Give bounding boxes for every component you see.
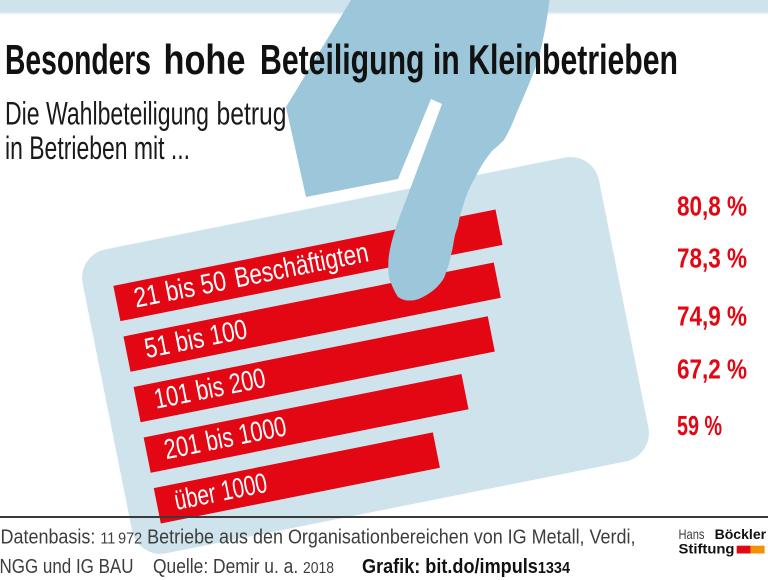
svg-text:Quelle: Demir u. a. 2018: Quelle: Demir u. a. 2018: [153, 556, 334, 578]
svg-text:NGG und IG BAU: NGG und IG BAU: [0, 556, 134, 578]
svg-text:78,3 %: 78,3 %: [677, 243, 747, 274]
svg-text:Datenbasis: 11 972 Betriebe au: Datenbasis: 11 972 Betriebe aus den Orga…: [1, 527, 636, 549]
svg-text:Die Wahlbeteiligung: Die Wahlbeteiligung: [5, 95, 209, 131]
svg-text:betrug: betrug: [217, 95, 287, 131]
svg-text:Stiftung: Stiftung: [679, 540, 735, 556]
svg-text:Hans: Hans: [679, 526, 705, 542]
svg-text:Besonders: Besonders: [5, 36, 151, 83]
svg-text:in Betrieben mit ...: in Betrieben mit ...: [5, 130, 190, 166]
svg-text:Beteiligung in Kleinbetrieben: Beteiligung in Kleinbetrieben: [260, 36, 678, 83]
svg-text:Böckler: Böckler: [715, 526, 767, 542]
svg-text:67,2 %: 67,2 %: [677, 354, 747, 385]
svg-text:80,8 %: 80,8 %: [677, 191, 747, 222]
svg-text:74,9 %: 74,9 %: [677, 301, 747, 332]
svg-text:hohe: hohe: [164, 36, 246, 83]
svg-text:Grafik: bit.do/impuls1334: Grafik: bit.do/impuls1334: [362, 556, 570, 578]
svg-text:59 %: 59 %: [677, 410, 722, 441]
